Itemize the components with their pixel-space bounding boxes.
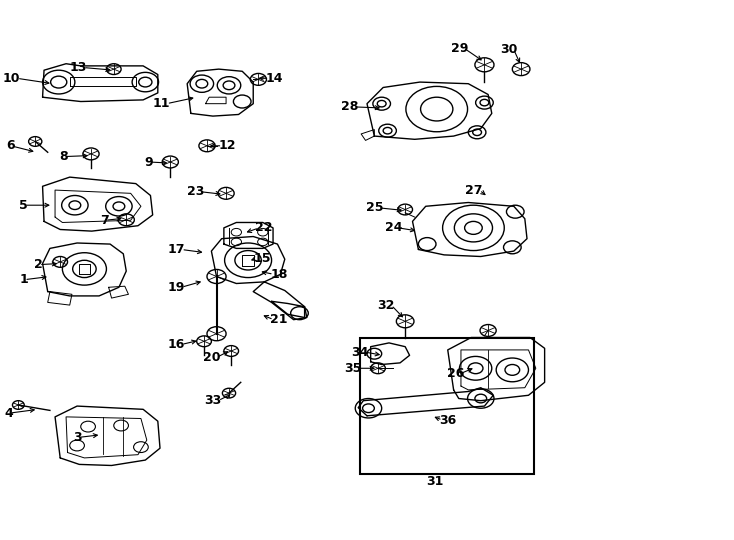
Text: 2: 2	[34, 258, 43, 271]
Text: 1: 1	[19, 273, 28, 286]
Text: 7: 7	[100, 214, 109, 227]
Bar	[360, 338, 534, 474]
Text: 5: 5	[19, 199, 28, 212]
Text: 17: 17	[167, 243, 185, 256]
Text: 18: 18	[270, 268, 288, 281]
Text: 16: 16	[167, 338, 185, 351]
Text: 8: 8	[59, 150, 68, 163]
Text: 36: 36	[439, 414, 457, 427]
Text: 32: 32	[377, 299, 395, 312]
Text: 27: 27	[465, 184, 483, 197]
Text: 6: 6	[6, 139, 15, 152]
Text: 14: 14	[266, 72, 283, 85]
Text: 24: 24	[385, 221, 402, 234]
Text: 15: 15	[253, 252, 271, 265]
Text: 22: 22	[255, 221, 273, 234]
Text: 11: 11	[153, 97, 170, 110]
Text: 28: 28	[341, 100, 358, 113]
Text: 33: 33	[204, 394, 222, 407]
Text: 25: 25	[366, 201, 383, 214]
Text: 12: 12	[219, 139, 236, 152]
Text: 13: 13	[69, 61, 87, 74]
Text: 35: 35	[344, 362, 361, 375]
Text: 21: 21	[270, 313, 288, 326]
Text: 9: 9	[144, 156, 153, 168]
Text: 31: 31	[426, 475, 443, 488]
Text: 29: 29	[451, 42, 468, 55]
Text: 10: 10	[3, 72, 21, 85]
Text: 30: 30	[500, 43, 517, 56]
Text: 3: 3	[73, 431, 82, 444]
Text: 4: 4	[4, 407, 13, 420]
Text: 20: 20	[203, 351, 220, 364]
Text: 34: 34	[351, 346, 368, 359]
Text: 23: 23	[186, 185, 204, 198]
Text: 26: 26	[446, 367, 464, 380]
Text: 19: 19	[167, 281, 185, 294]
